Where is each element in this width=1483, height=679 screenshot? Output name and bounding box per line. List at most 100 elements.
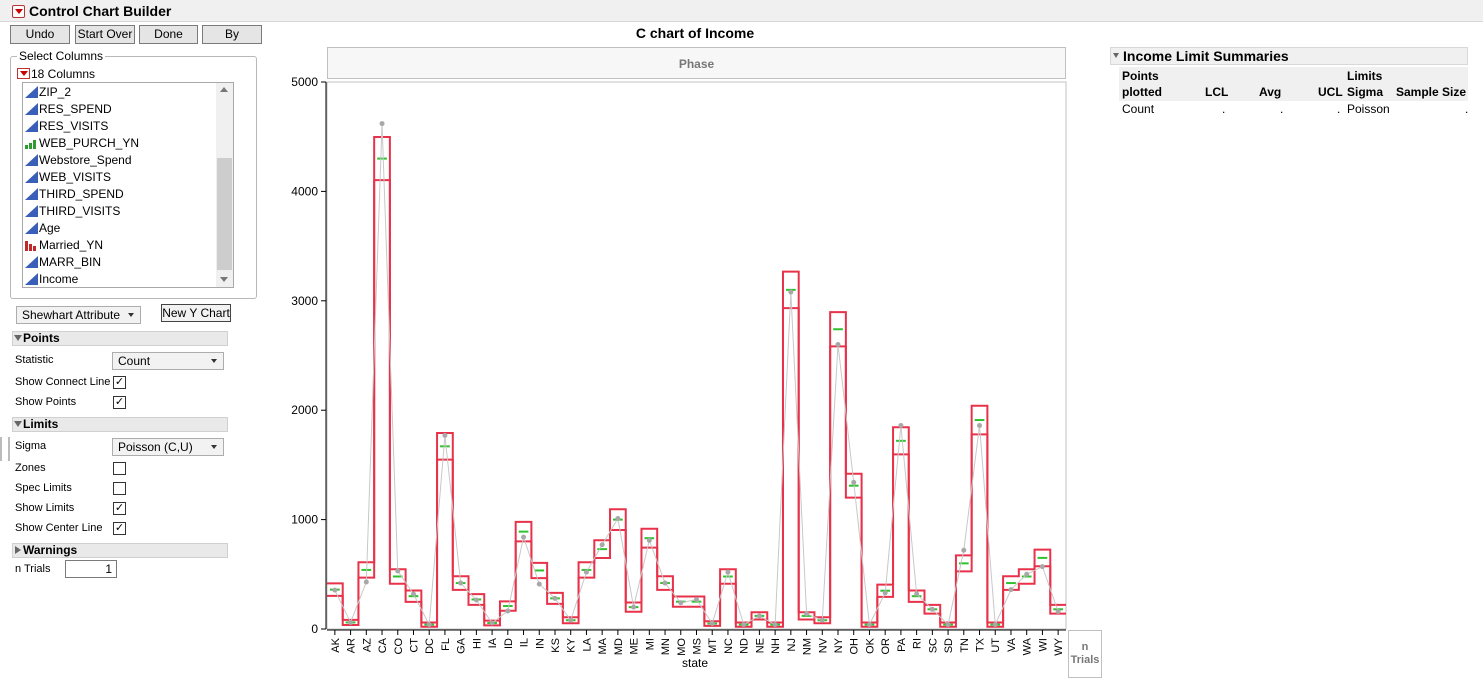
show-points-checkbox[interactable]: ✓: [113, 396, 126, 409]
phase-drop-zone[interactable]: Phase: [327, 47, 1066, 79]
scroll-thumb[interactable]: [217, 158, 232, 270]
data-point: [866, 622, 872, 628]
data-point: [662, 580, 668, 586]
x-tick-label: MD: [613, 638, 625, 655]
red-triangle-menu-icon[interactable]: [12, 5, 25, 18]
new-y-chart-button[interactable]: New Y Chart: [161, 304, 231, 322]
column-item[interactable]: Married_YN: [25, 238, 103, 255]
points-section-header[interactable]: Points: [12, 331, 228, 346]
y-tick-label: 1000: [291, 513, 318, 527]
select-columns-label: Select Columns: [17, 49, 106, 63]
column-item[interactable]: WEB_VISITS: [25, 170, 111, 187]
x-tick-label: MO: [676, 638, 688, 656]
data-point: [694, 596, 699, 602]
x-tick-label: IA: [487, 637, 499, 648]
x-tick-label: AK: [330, 637, 342, 652]
zones-label: Zones: [15, 462, 46, 474]
zones-checkbox[interactable]: [113, 462, 126, 475]
data-point: [725, 569, 731, 575]
x-tick-label: WY: [1053, 637, 1065, 655]
column-item[interactable]: RES_VISITS: [25, 119, 108, 136]
done-button[interactable]: Done: [139, 25, 198, 44]
continuous-column-icon: [25, 188, 38, 200]
x-tick-label: PA: [896, 637, 908, 652]
data-point: [395, 568, 401, 574]
column-item[interactable]: MARR_BIN: [25, 255, 101, 272]
app-title: Control Chart Builder: [29, 3, 172, 19]
continuous-column-icon: [25, 154, 38, 166]
spec-limits-label: Spec Limits: [15, 482, 72, 494]
data-point: [929, 606, 935, 612]
column-list[interactable]: ZIP_2 RES_SPEND RES_VISITS WEB_PURCH_YN Webs…: [22, 82, 234, 288]
n-label: n: [1081, 641, 1089, 653]
column-item[interactable]: Age: [25, 221, 60, 238]
panel-splitter-handle[interactable]: [0, 437, 10, 461]
x-tick-label: FL: [440, 638, 452, 651]
x-tick-label: VA: [1006, 637, 1018, 652]
y-tick-label: 0: [311, 622, 318, 636]
nominal-column-icon: [25, 239, 38, 251]
x-tick-label: CT: [408, 638, 420, 653]
data-point: [363, 579, 369, 585]
connect-line: [334, 123, 1059, 627]
hdr-sample-size: Sample Size: [1396, 85, 1467, 99]
warnings-section-header[interactable]: Warnings: [12, 543, 228, 558]
continuous-column-icon: [25, 103, 38, 115]
limits-section-header[interactable]: Limits: [12, 417, 228, 432]
column-item[interactable]: ZIP_2: [25, 85, 71, 102]
x-tick-label: NY: [833, 637, 845, 653]
y-tick-label: 4000: [291, 184, 318, 198]
x-tick-label: NJ: [786, 638, 798, 651]
chart-type-select[interactable]: Shewhart Attribute: [16, 306, 141, 324]
column-list-scrollbar[interactable]: [216, 83, 233, 287]
data-point: [709, 621, 715, 627]
show-limits-checkbox[interactable]: ✓: [113, 502, 126, 515]
column-item-label: WEB_PURCH_YN: [39, 136, 140, 150]
limit-summaries-header[interactable]: Income Limit Summaries: [1110, 47, 1468, 65]
x-tick-label: KS: [550, 638, 562, 653]
x-tick-label: SC: [927, 638, 939, 653]
spec-limits-checkbox[interactable]: [113, 482, 126, 495]
column-item[interactable]: THIRD_SPEND: [25, 187, 124, 204]
x-axis-title[interactable]: state: [681, 656, 708, 670]
plot-frame: [326, 81, 1067, 630]
x-tick-label: RI: [912, 638, 924, 649]
scroll-up-icon[interactable]: [220, 87, 228, 92]
x-tick-label: AZ: [361, 638, 373, 652]
data-point: [489, 620, 495, 626]
statistic-select[interactable]: Count: [112, 352, 224, 370]
show-center-line-checkbox[interactable]: ✓: [113, 522, 126, 535]
show-connect-line-checkbox[interactable]: ✓: [113, 376, 126, 389]
column-item[interactable]: THIRD_VISITS: [25, 204, 120, 221]
lcl-line: [327, 179, 1066, 628]
column-item[interactable]: RES_SPEND: [25, 102, 112, 119]
column-item-label: RES_VISITS: [39, 119, 109, 133]
data-point: [914, 591, 920, 597]
sigma-select[interactable]: Poisson (C,U): [112, 438, 224, 456]
x-tick-label: WI: [1037, 638, 1049, 651]
column-item-label: THIRD_VISITS: [39, 204, 121, 218]
data-point: [442, 432, 448, 438]
select-columns-group: Select Columns: [10, 49, 257, 299]
column-item[interactable]: Webstore_Spend: [25, 153, 132, 170]
scroll-down-icon[interactable]: [220, 277, 228, 282]
data-point: [741, 622, 747, 628]
columns-menu-icon[interactable]: [17, 68, 30, 79]
undo-button[interactable]: Undo: [10, 25, 70, 44]
x-tick-label: MN: [660, 638, 672, 655]
ucl-line: [327, 136, 1066, 624]
data-point: [898, 423, 904, 429]
limit-summaries-table: Points plotted LCL Avg UCL Limits Sigma …: [1119, 67, 1468, 117]
continuous-column-icon: [25, 222, 38, 234]
column-item[interactable]: WEB_PURCH_YN: [25, 136, 139, 153]
n-trials-input[interactable]: 1: [65, 560, 117, 578]
by-button[interactable]: By: [202, 25, 262, 44]
x-tick-label: MI: [644, 638, 656, 650]
column-item[interactable]: Income: [25, 272, 78, 289]
start-over-button[interactable]: Start Over: [75, 25, 135, 44]
hdr-ucl: UCL: [1318, 85, 1343, 99]
data-point: [756, 613, 762, 619]
column-item-label: Married_YN: [39, 238, 104, 252]
row-sigma: Poisson: [1347, 102, 1390, 116]
n-trials-drop-zone[interactable]: n Trials: [1068, 630, 1102, 678]
